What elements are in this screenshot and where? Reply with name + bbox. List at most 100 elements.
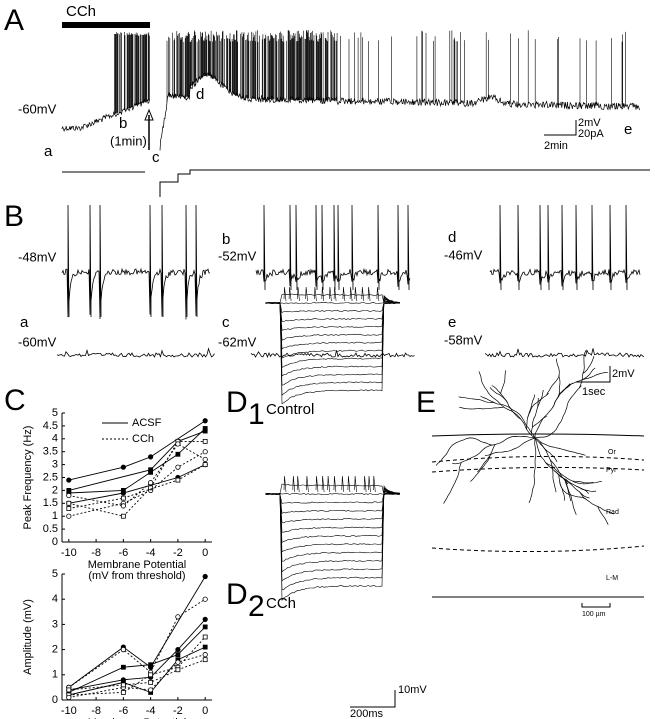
dendrite bbox=[579, 350, 587, 389]
data-point bbox=[120, 513, 126, 519]
data-point bbox=[175, 646, 181, 653]
y-tick-label: 5 bbox=[52, 568, 58, 580]
dendrite bbox=[553, 470, 589, 495]
dendrite bbox=[480, 395, 536, 439]
interval-label: (1min) bbox=[110, 133, 147, 148]
voltage-trace bbox=[61, 204, 211, 320]
legend-label: ACSF bbox=[132, 417, 162, 429]
scale-label: 10mV bbox=[398, 684, 427, 696]
data-point bbox=[148, 679, 154, 685]
data-point bbox=[175, 652, 181, 658]
layer-label: Pyr bbox=[606, 467, 617, 474]
voltage-trace bbox=[56, 347, 215, 358]
dendrite bbox=[491, 385, 521, 420]
scale-bar bbox=[576, 366, 611, 383]
voltage-trace bbox=[265, 301, 401, 331]
scale-label: 2mV bbox=[578, 117, 601, 129]
y-tick-label: 1 bbox=[52, 669, 58, 681]
data-point bbox=[148, 485, 154, 491]
panel-subscript: 2 bbox=[248, 590, 265, 623]
x-tick-label: -10 bbox=[61, 547, 77, 559]
voltage-trace bbox=[265, 490, 401, 544]
data-point bbox=[202, 456, 208, 463]
dendrite bbox=[500, 370, 507, 394]
voltage-trace bbox=[265, 296, 401, 386]
scale-label: 20pA bbox=[578, 128, 604, 140]
y-tick-label: 4 bbox=[52, 593, 58, 605]
scale-label: 2mV bbox=[612, 368, 635, 380]
x-tick-label: -8 bbox=[91, 705, 101, 717]
data-point bbox=[202, 624, 208, 630]
panel-label: E bbox=[416, 386, 436, 419]
dendrite bbox=[478, 371, 536, 439]
voltage-trace bbox=[159, 71, 640, 151]
trace-marker: a bbox=[20, 314, 29, 331]
trace-marker: a bbox=[44, 143, 53, 160]
series-line bbox=[68, 443, 206, 507]
dendrite bbox=[539, 441, 558, 462]
trace-marker: e bbox=[448, 314, 456, 331]
data-point bbox=[202, 428, 208, 434]
dendrite bbox=[452, 436, 536, 465]
dendrite bbox=[597, 506, 609, 525]
voltage-trace bbox=[265, 483, 401, 496]
layer-border bbox=[431, 466, 645, 473]
voltage-trace bbox=[265, 485, 401, 602]
data-point bbox=[148, 454, 154, 460]
x-axis-label: (mV from threshold) bbox=[88, 570, 185, 582]
data-point bbox=[175, 614, 181, 620]
data-point bbox=[66, 513, 72, 519]
voltage-trace bbox=[265, 299, 401, 341]
layer-label: Or bbox=[608, 449, 616, 456]
data-point bbox=[202, 462, 208, 468]
dendrite bbox=[450, 437, 493, 447]
dendrite bbox=[550, 459, 569, 485]
voltage-trace bbox=[265, 492, 401, 504]
data-point bbox=[175, 659, 181, 665]
data-point bbox=[175, 441, 181, 447]
dendrite bbox=[545, 462, 582, 485]
y-tick-label: 1.5 bbox=[43, 497, 58, 509]
legend-label: CCh bbox=[132, 433, 154, 445]
panel-subscript: 1 bbox=[248, 398, 265, 431]
drug-bar bbox=[62, 22, 150, 28]
potential-label: -58mV bbox=[444, 332, 483, 347]
data-point bbox=[202, 644, 208, 650]
panel-label: A bbox=[4, 4, 24, 37]
dendrite bbox=[561, 377, 591, 393]
series-line bbox=[68, 636, 206, 696]
x-axis-label: Membrane Potential bbox=[88, 717, 186, 719]
dendrite bbox=[489, 387, 508, 404]
y-tick-label: 3 bbox=[52, 618, 58, 630]
potential-label: -60mV bbox=[18, 334, 57, 349]
y-tick-label: 0 bbox=[52, 536, 58, 548]
dendrite bbox=[531, 397, 539, 434]
x-tick-label: -10 bbox=[61, 705, 77, 717]
x-axis-label: Membrane Potential bbox=[88, 559, 186, 571]
x-tick-label: -6 bbox=[118, 705, 128, 717]
data-point bbox=[120, 464, 126, 470]
voltage-trace bbox=[265, 300, 401, 323]
voltage-trace bbox=[265, 488, 401, 562]
data-point bbox=[202, 634, 208, 640]
x-tick-label: -6 bbox=[118, 547, 128, 559]
voltage-trace bbox=[265, 302, 401, 304]
y-tick-label: 2 bbox=[52, 484, 58, 496]
trace-marker: d bbox=[448, 229, 456, 246]
voltage-trace bbox=[489, 204, 641, 291]
series-line bbox=[68, 464, 206, 504]
data-point bbox=[120, 646, 126, 653]
potential-label: -48mV bbox=[18, 249, 57, 264]
x-tick-label: -4 bbox=[146, 705, 156, 717]
data-point bbox=[120, 690, 126, 695]
dendrite bbox=[435, 446, 452, 466]
series-line bbox=[68, 659, 206, 691]
dendrite bbox=[534, 437, 590, 499]
dendrite bbox=[579, 491, 615, 515]
condition-label: Control bbox=[266, 401, 314, 418]
dendrite bbox=[537, 389, 544, 408]
data-point bbox=[175, 667, 181, 673]
panel-label: C bbox=[4, 384, 26, 417]
series-line bbox=[68, 451, 206, 517]
layer-label: Rad bbox=[606, 509, 619, 516]
